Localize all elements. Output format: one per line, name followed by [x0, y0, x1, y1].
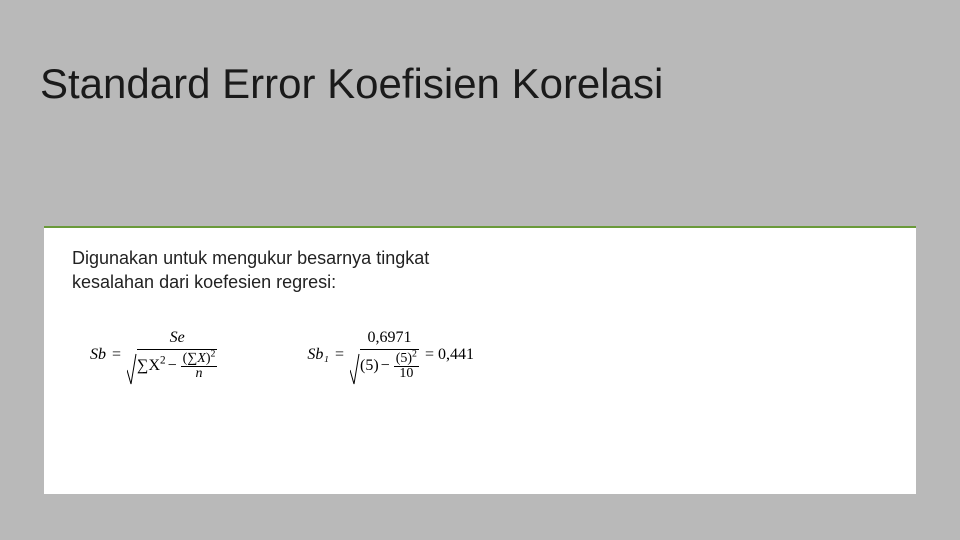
f1-inner-fraction: (∑X)2 n	[181, 352, 218, 381]
formula-row: Sb = Se ∑X2 − (∑X)2	[72, 325, 888, 385]
f2-numerator: 0,6971	[361, 329, 417, 349]
f2-minus: −	[381, 357, 390, 375]
f1-numerator: Se	[164, 329, 191, 349]
f2-inner-fraction: (5)2 10	[394, 352, 419, 381]
content-panel: Digunakan untuk mengukur besarnya tingka…	[44, 226, 916, 494]
f2-first: (5)	[360, 357, 379, 375]
f1-lhs: Sb	[90, 346, 106, 364]
f2-denominator: (5) − (5)2 10	[360, 350, 419, 381]
formula-numeric: Sb₁ = 0,6971 (5) − (5)2	[307, 325, 474, 385]
f2-fraction: 0,6971 (5) − (5)2 10	[350, 326, 419, 384]
f1-inner-den: n	[194, 367, 205, 381]
header-region: Standard Error Koefisien Korelasi	[0, 0, 960, 226]
f2-result-eq: =	[425, 346, 434, 364]
f2-result-val: 0,441	[438, 346, 474, 364]
f2-inner-den: 10	[397, 367, 415, 381]
f1-sigmaX2: ∑X2	[137, 357, 166, 375]
radical-icon	[127, 352, 137, 386]
f2-lhs: Sb₁	[307, 346, 329, 364]
formula-general: Sb = Se ∑X2 − (∑X)2	[90, 325, 217, 385]
f1-denominator: ∑X2 − (∑X)2 n	[137, 350, 217, 381]
description-text: Digunakan untuk mengukur besarnya tingka…	[72, 246, 512, 295]
f1-inner-num: (∑X)2	[181, 352, 218, 367]
radical-icon	[350, 352, 360, 386]
f1-fraction: Se ∑X2 − (∑X)2 n	[127, 326, 217, 384]
page-title: Standard Error Koefisien Korelasi	[40, 60, 920, 108]
f2-inner-num: (5)2	[394, 352, 419, 367]
f1-minus: −	[168, 357, 177, 375]
f2-eq: =	[335, 346, 344, 364]
f1-eq: =	[112, 346, 121, 364]
